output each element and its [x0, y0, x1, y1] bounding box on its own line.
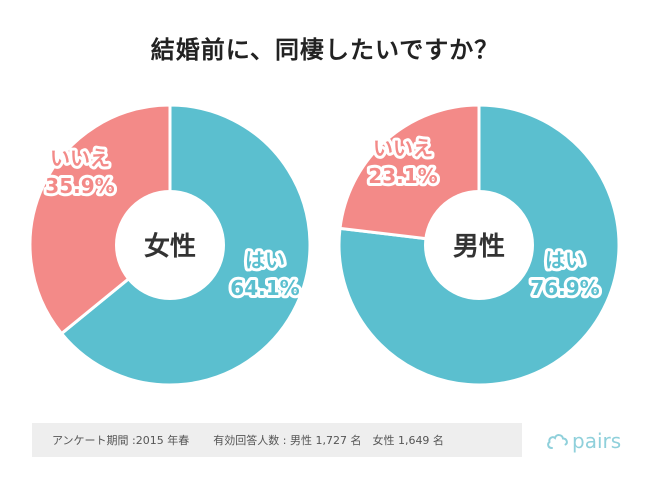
- yes-value-label: 76.9%: [530, 276, 599, 300]
- yes-label: はい: [545, 248, 585, 272]
- pairs-logo: pairs: [546, 428, 621, 454]
- logo-text: pairs: [572, 429, 622, 453]
- yes-label: はい: [245, 248, 285, 272]
- donut-center-label: 男性: [453, 232, 505, 262]
- chart-title: 結婚前に、同棲したいですか？: [150, 36, 500, 64]
- donut-hole: [424, 190, 534, 300]
- cloud-outline-icon: [547, 434, 568, 449]
- donut-chart-male: 男性はい 76.9% いいえ 23.1%: [337, 103, 621, 387]
- respondent-count: 有効回答人数 : 男性 1,727 名 女性 1,649 名: [213, 434, 444, 447]
- pie-slice-no: [28, 103, 172, 336]
- no-value-label: 35.9%: [45, 174, 114, 198]
- no-label: いいえ: [373, 136, 433, 160]
- survey-footer: アンケート期間 :2015 年春 有効回答人数 : 男性 1,727 名 女性 …: [32, 423, 522, 457]
- survey-period: アンケート期間 :2015 年春: [52, 434, 190, 447]
- no-value-label: 23.1%: [368, 164, 437, 188]
- donut-hole: [115, 190, 225, 300]
- yes-value-label: 64.1%: [230, 276, 299, 300]
- no-label: いいえ: [50, 146, 110, 170]
- pie-slice-yes: [337, 103, 621, 387]
- donut-chart-female: 女性はい 64.1% いいえ 35.9%: [28, 103, 312, 387]
- donut-center-label: 女性: [144, 231, 196, 262]
